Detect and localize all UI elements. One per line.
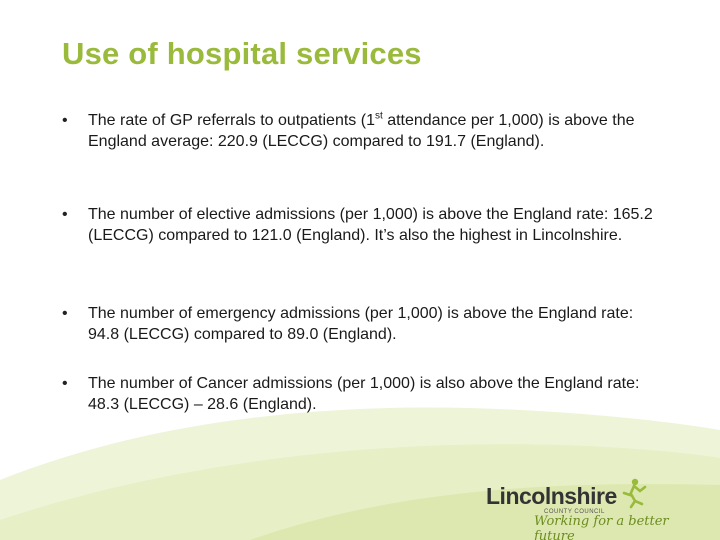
bullet-item: • The number of emergency admissions (pe…: [62, 303, 662, 345]
bullet-marker: •: [62, 305, 68, 322]
bullet-text: The number of elective admissions (per 1…: [88, 206, 653, 244]
bullet-text: The number of Cancer admissions (per 1,0…: [88, 375, 640, 413]
bullet-text: The rate of GP referrals to outpatients …: [88, 110, 658, 152]
logo-name: Lincolnshire: [486, 483, 617, 509]
logo-subtitle: COUNTY COUNCIL: [544, 509, 605, 515]
background-swoosh: [0, 407, 720, 540]
figure-icon: [622, 478, 647, 509]
lincolnshire-logo: Lincolnshire COUNTY COUNCIL Working for …: [486, 478, 686, 540]
bullet-marker: •: [62, 112, 68, 129]
bullet-marker: •: [62, 375, 68, 392]
bullet-text: The number of emergency admissions (per …: [88, 305, 634, 343]
slide-title: Use of hospital services: [62, 36, 422, 71]
logo-tagline: Working for a better future: [534, 514, 669, 540]
bullet-item: • The number of Cancer admissions (per 1…: [62, 373, 662, 415]
bullet-marker: •: [62, 206, 68, 223]
bullet-text-part: attendance per 1,000) is above the Engla…: [88, 112, 635, 150]
bullet-item: • The rate of GP referrals to outpatient…: [62, 110, 662, 152]
superscript: st: [374, 110, 383, 122]
bullet-item: • The number of elective admissions (per…: [62, 204, 662, 246]
bullet-text-part: The rate of GP referrals to outpatients …: [88, 112, 375, 129]
